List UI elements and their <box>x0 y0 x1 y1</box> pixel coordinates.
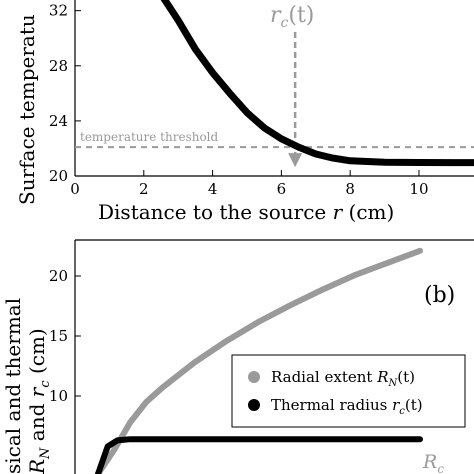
panel-a-y-tick-label: 24 <box>49 112 68 130</box>
threshold-label: temperature threshold <box>80 130 219 144</box>
panel-a-y-tick-label: 32 <box>49 2 68 20</box>
panel-a-xlabel: Distance to the source r (cm) <box>98 200 394 224</box>
legend-label-thermal-radius: Thermal radius rc(t) <box>271 396 423 417</box>
panel-a-x-tick-label: 0 <box>70 180 80 198</box>
panel-a-x-tick-label: 10 <box>409 180 428 198</box>
panel-a-y-tick-label: 20 <box>49 167 68 185</box>
legend: Radial extent RN(t) Thermal radius rc(t) <box>231 354 466 428</box>
rc-series-label: Rc <box>422 451 444 474</box>
panel-b-y-tick-label: 20 <box>49 267 68 285</box>
marker-arrow-head <box>288 153 303 168</box>
legend-marker-radial-extent <box>248 371 260 383</box>
marker-label: rc(t) <box>270 3 314 31</box>
legend-box <box>231 354 466 428</box>
panel-b-y-tick-label: 10 <box>49 387 68 405</box>
legend-marker-thermal-radius <box>248 399 260 411</box>
panel-b-y-tick-label: 15 <box>49 327 68 345</box>
panel-a-x-tick-label: 8 <box>345 180 355 198</box>
panel-b-label: (b) <box>424 283 455 308</box>
panel-a-x-tick-label: 6 <box>277 180 287 198</box>
panel-b-ylabel-line1: sical and thermal <box>1 298 25 474</box>
panel-a-x-tick-label: 2 <box>139 180 149 198</box>
legend-label-radial-extent: Radial extent RN(t) <box>271 368 415 389</box>
panel-a-y-tick-label: 28 <box>49 57 68 75</box>
panel-a-series-line <box>160 0 474 167</box>
panel-b-ylabel-line2: RN and rc (cm) <box>25 328 53 474</box>
radial-extent-line <box>95 247 423 474</box>
panel-a-ylabel: Surface temperatu <box>15 14 39 205</box>
thermal-radius-line <box>95 436 423 474</box>
panel-b: 10 15 20 (b) sical and thermal RN and rc (… <box>1 239 474 474</box>
panel-a-x-tick-label: 4 <box>208 180 218 198</box>
panel-b-plot-area: 10 15 20 <box>49 239 474 474</box>
